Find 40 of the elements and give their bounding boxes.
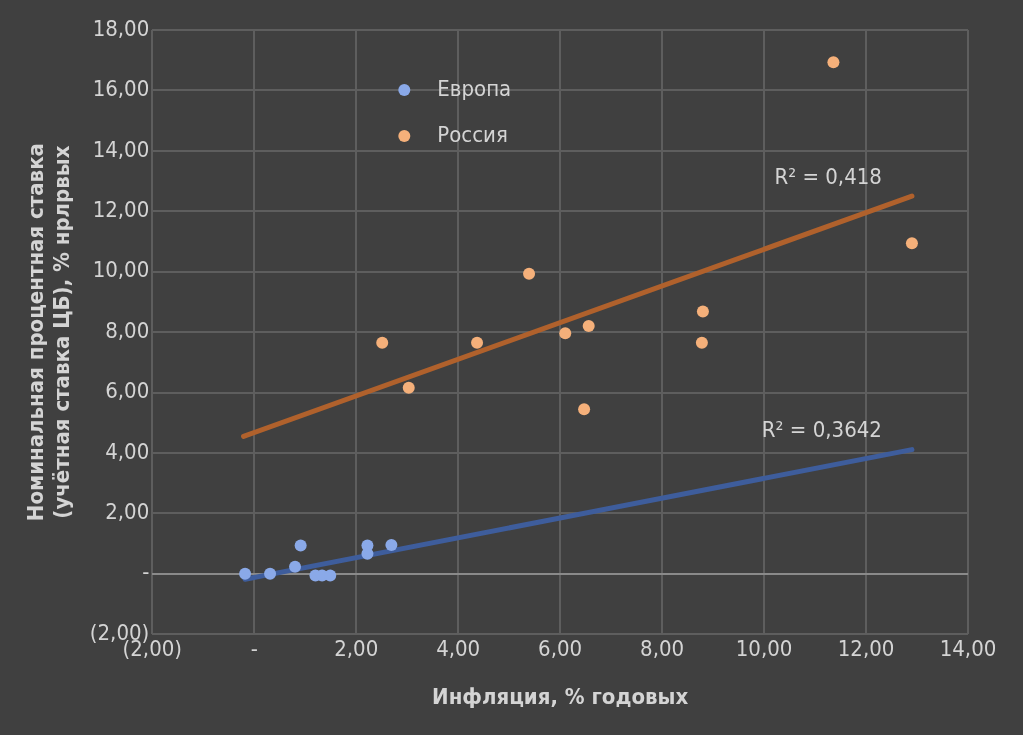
y-tick-label: - [142,559,150,585]
point [696,305,709,318]
y-tick-label: 4,00 [105,438,150,464]
point [376,336,389,349]
y-tick-label: 12,00 [92,196,150,222]
legend-label: Россия [437,121,508,147]
y-tick-label: 8,00 [105,317,150,343]
x-tick-label: 10,00 [735,636,793,662]
y-axis-title: Номинальная процентная ставка (учётная ставка ЦБ), % нрлрвых [22,143,75,522]
legend-label: Европа [437,75,512,101]
y-tick-label: 18,00 [92,15,150,41]
y-tick-label: 2,00 [105,499,150,525]
point [471,336,484,349]
y-tick-label: 10,00 [92,257,150,283]
x-tick-label: 6,00 [538,636,583,662]
point [523,267,536,280]
y-tick-label: 16,00 [92,76,150,102]
point [264,567,277,580]
x-tick-label: 4,00 [436,636,481,662]
point [289,560,302,573]
x-tick-label: 12,00 [837,636,895,662]
point [559,327,572,340]
y-tick-label: 6,00 [105,378,150,404]
x-tick-label: 14,00 [939,636,997,662]
point [905,237,918,250]
point [827,56,840,69]
point [239,567,252,580]
point [402,381,415,394]
point [578,403,591,416]
x-tick-label: 8,00 [640,636,685,662]
annotation: R² = 0,3642 [761,417,882,443]
x-tick-label: 2,00 [334,636,379,662]
x-tick-label: - [250,636,258,662]
annotation: R² = 0,418 [774,163,882,189]
x-axis-title: Инфляция, % годовых [432,683,689,709]
point [582,320,595,333]
y-tick-label: 14,00 [92,136,150,162]
point [294,539,307,552]
point [385,539,398,552]
point [695,336,708,349]
